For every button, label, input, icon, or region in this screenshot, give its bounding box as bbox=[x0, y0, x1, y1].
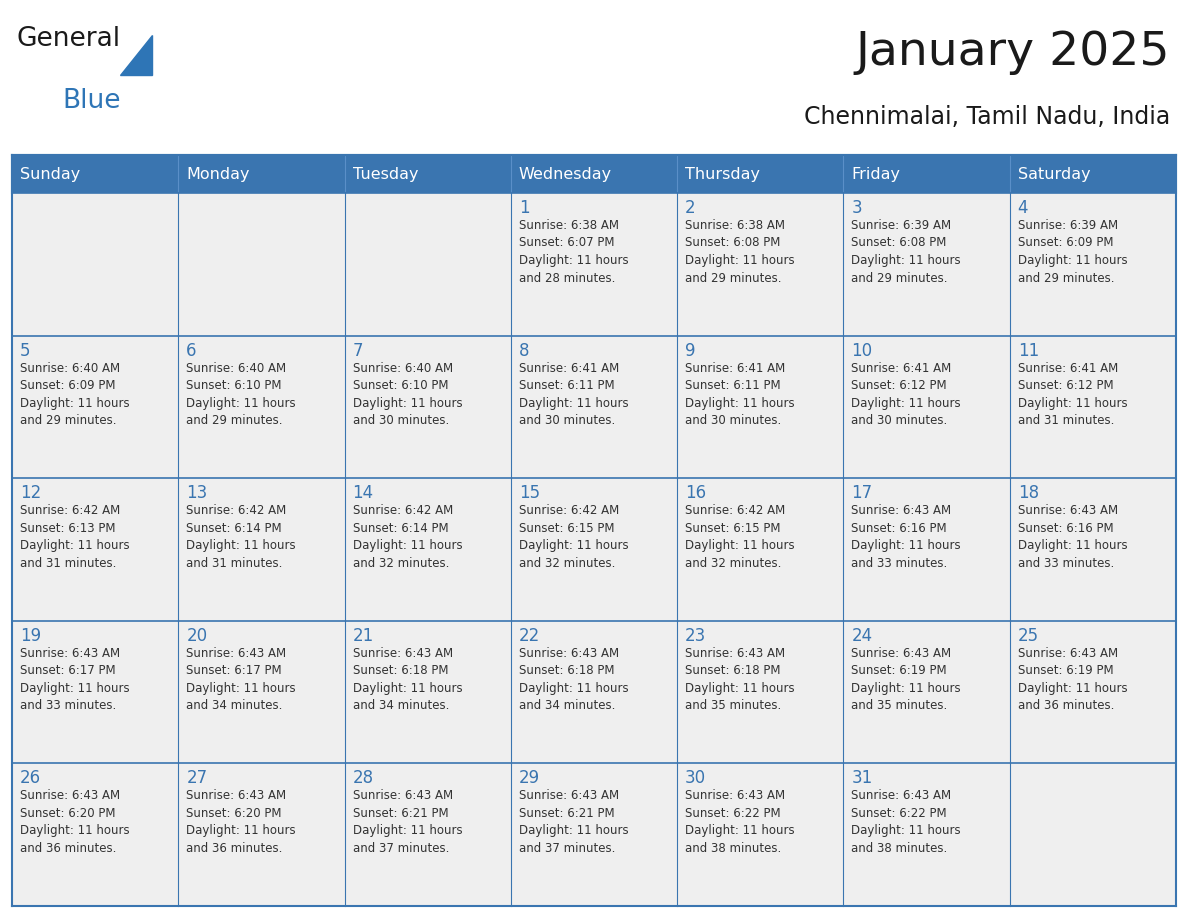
Text: Sunrise: 6:43 AM
Sunset: 6:17 PM
Daylight: 11 hours
and 33 minutes.: Sunrise: 6:43 AM Sunset: 6:17 PM Dayligh… bbox=[20, 647, 129, 712]
Text: General: General bbox=[15, 26, 120, 52]
Text: 21: 21 bbox=[353, 627, 374, 644]
Text: Wednesday: Wednesday bbox=[519, 166, 612, 182]
Text: 11: 11 bbox=[1018, 341, 1040, 360]
Text: Sunrise: 6:41 AM
Sunset: 6:12 PM
Daylight: 11 hours
and 30 minutes.: Sunrise: 6:41 AM Sunset: 6:12 PM Dayligh… bbox=[852, 362, 961, 427]
Text: 9: 9 bbox=[685, 341, 696, 360]
Text: 8: 8 bbox=[519, 341, 530, 360]
Text: 23: 23 bbox=[685, 627, 707, 644]
Text: Sunrise: 6:43 AM
Sunset: 6:18 PM
Daylight: 11 hours
and 34 minutes.: Sunrise: 6:43 AM Sunset: 6:18 PM Dayligh… bbox=[519, 647, 628, 712]
Text: Chennimalai, Tamil Nadu, India: Chennimalai, Tamil Nadu, India bbox=[804, 105, 1170, 129]
Text: Sunrise: 6:41 AM
Sunset: 6:11 PM
Daylight: 11 hours
and 30 minutes.: Sunrise: 6:41 AM Sunset: 6:11 PM Dayligh… bbox=[685, 362, 795, 427]
Text: 16: 16 bbox=[685, 484, 707, 502]
Text: 15: 15 bbox=[519, 484, 541, 502]
Text: Thursday: Thursday bbox=[685, 166, 760, 182]
Text: 25: 25 bbox=[1018, 627, 1038, 644]
Text: Sunrise: 6:43 AM
Sunset: 6:19 PM
Daylight: 11 hours
and 35 minutes.: Sunrise: 6:43 AM Sunset: 6:19 PM Dayligh… bbox=[852, 647, 961, 712]
Text: 19: 19 bbox=[20, 627, 42, 644]
Text: 7: 7 bbox=[353, 341, 364, 360]
Text: Sunrise: 6:43 AM
Sunset: 6:22 PM
Daylight: 11 hours
and 38 minutes.: Sunrise: 6:43 AM Sunset: 6:22 PM Dayligh… bbox=[852, 789, 961, 855]
Text: Blue: Blue bbox=[62, 88, 120, 114]
Text: January 2025: January 2025 bbox=[855, 30, 1170, 75]
Text: 14: 14 bbox=[353, 484, 374, 502]
Text: Saturday: Saturday bbox=[1018, 166, 1091, 182]
Text: Sunrise: 6:39 AM
Sunset: 6:09 PM
Daylight: 11 hours
and 29 minutes.: Sunrise: 6:39 AM Sunset: 6:09 PM Dayligh… bbox=[1018, 219, 1127, 285]
Text: Sunrise: 6:40 AM
Sunset: 6:10 PM
Daylight: 11 hours
and 30 minutes.: Sunrise: 6:40 AM Sunset: 6:10 PM Dayligh… bbox=[353, 362, 462, 427]
Text: Sunrise: 6:43 AM
Sunset: 6:20 PM
Daylight: 11 hours
and 36 minutes.: Sunrise: 6:43 AM Sunset: 6:20 PM Dayligh… bbox=[20, 789, 129, 855]
Text: Sunrise: 6:42 AM
Sunset: 6:13 PM
Daylight: 11 hours
and 31 minutes.: Sunrise: 6:42 AM Sunset: 6:13 PM Dayligh… bbox=[20, 504, 129, 570]
Text: Sunrise: 6:42 AM
Sunset: 6:14 PM
Daylight: 11 hours
and 31 minutes.: Sunrise: 6:42 AM Sunset: 6:14 PM Dayligh… bbox=[187, 504, 296, 570]
Text: Sunrise: 6:43 AM
Sunset: 6:16 PM
Daylight: 11 hours
and 33 minutes.: Sunrise: 6:43 AM Sunset: 6:16 PM Dayligh… bbox=[1018, 504, 1127, 570]
Text: 10: 10 bbox=[852, 341, 872, 360]
Text: Sunrise: 6:43 AM
Sunset: 6:21 PM
Daylight: 11 hours
and 37 minutes.: Sunrise: 6:43 AM Sunset: 6:21 PM Dayligh… bbox=[353, 789, 462, 855]
Text: 17: 17 bbox=[852, 484, 872, 502]
Text: 20: 20 bbox=[187, 627, 208, 644]
Text: Sunrise: 6:43 AM
Sunset: 6:22 PM
Daylight: 11 hours
and 38 minutes.: Sunrise: 6:43 AM Sunset: 6:22 PM Dayligh… bbox=[685, 789, 795, 855]
Text: Sunrise: 6:43 AM
Sunset: 6:16 PM
Daylight: 11 hours
and 33 minutes.: Sunrise: 6:43 AM Sunset: 6:16 PM Dayligh… bbox=[852, 504, 961, 570]
Text: Sunrise: 6:41 AM
Sunset: 6:12 PM
Daylight: 11 hours
and 31 minutes.: Sunrise: 6:41 AM Sunset: 6:12 PM Dayligh… bbox=[1018, 362, 1127, 427]
Text: 4: 4 bbox=[1018, 199, 1029, 217]
Polygon shape bbox=[120, 35, 152, 75]
Text: Sunrise: 6:43 AM
Sunset: 6:18 PM
Daylight: 11 hours
and 34 minutes.: Sunrise: 6:43 AM Sunset: 6:18 PM Dayligh… bbox=[353, 647, 462, 712]
Text: 29: 29 bbox=[519, 769, 541, 788]
Text: 1: 1 bbox=[519, 199, 530, 217]
Text: 30: 30 bbox=[685, 769, 707, 788]
Text: Sunday: Sunday bbox=[20, 166, 81, 182]
Text: 22: 22 bbox=[519, 627, 541, 644]
Text: 5: 5 bbox=[20, 341, 31, 360]
Text: 28: 28 bbox=[353, 769, 374, 788]
Text: Sunrise: 6:40 AM
Sunset: 6:10 PM
Daylight: 11 hours
and 29 minutes.: Sunrise: 6:40 AM Sunset: 6:10 PM Dayligh… bbox=[187, 362, 296, 427]
Text: 6: 6 bbox=[187, 341, 197, 360]
Text: Sunrise: 6:41 AM
Sunset: 6:11 PM
Daylight: 11 hours
and 30 minutes.: Sunrise: 6:41 AM Sunset: 6:11 PM Dayligh… bbox=[519, 362, 628, 427]
Text: Friday: Friday bbox=[852, 166, 901, 182]
Text: Tuesday: Tuesday bbox=[353, 166, 418, 182]
Text: Sunrise: 6:42 AM
Sunset: 6:15 PM
Daylight: 11 hours
and 32 minutes.: Sunrise: 6:42 AM Sunset: 6:15 PM Dayligh… bbox=[685, 504, 795, 570]
Text: 24: 24 bbox=[852, 627, 872, 644]
Text: Sunrise: 6:43 AM
Sunset: 6:21 PM
Daylight: 11 hours
and 37 minutes.: Sunrise: 6:43 AM Sunset: 6:21 PM Dayligh… bbox=[519, 789, 628, 855]
Text: Sunrise: 6:43 AM
Sunset: 6:20 PM
Daylight: 11 hours
and 36 minutes.: Sunrise: 6:43 AM Sunset: 6:20 PM Dayligh… bbox=[187, 789, 296, 855]
Text: Sunrise: 6:43 AM
Sunset: 6:18 PM
Daylight: 11 hours
and 35 minutes.: Sunrise: 6:43 AM Sunset: 6:18 PM Dayligh… bbox=[685, 647, 795, 712]
Text: 3: 3 bbox=[852, 199, 862, 217]
Text: 27: 27 bbox=[187, 769, 208, 788]
Text: 26: 26 bbox=[20, 769, 42, 788]
Text: 12: 12 bbox=[20, 484, 42, 502]
Text: 2: 2 bbox=[685, 199, 696, 217]
Text: 13: 13 bbox=[187, 484, 208, 502]
Text: Sunrise: 6:38 AM
Sunset: 6:07 PM
Daylight: 11 hours
and 28 minutes.: Sunrise: 6:38 AM Sunset: 6:07 PM Dayligh… bbox=[519, 219, 628, 285]
Text: Sunrise: 6:42 AM
Sunset: 6:14 PM
Daylight: 11 hours
and 32 minutes.: Sunrise: 6:42 AM Sunset: 6:14 PM Dayligh… bbox=[353, 504, 462, 570]
Text: Monday: Monday bbox=[187, 166, 249, 182]
Text: Sunrise: 6:38 AM
Sunset: 6:08 PM
Daylight: 11 hours
and 29 minutes.: Sunrise: 6:38 AM Sunset: 6:08 PM Dayligh… bbox=[685, 219, 795, 285]
Text: 31: 31 bbox=[852, 769, 873, 788]
Text: Sunrise: 6:40 AM
Sunset: 6:09 PM
Daylight: 11 hours
and 29 minutes.: Sunrise: 6:40 AM Sunset: 6:09 PM Dayligh… bbox=[20, 362, 129, 427]
Text: Sunrise: 6:43 AM
Sunset: 6:19 PM
Daylight: 11 hours
and 36 minutes.: Sunrise: 6:43 AM Sunset: 6:19 PM Dayligh… bbox=[1018, 647, 1127, 712]
Text: 18: 18 bbox=[1018, 484, 1038, 502]
Text: Sunrise: 6:42 AM
Sunset: 6:15 PM
Daylight: 11 hours
and 32 minutes.: Sunrise: 6:42 AM Sunset: 6:15 PM Dayligh… bbox=[519, 504, 628, 570]
Text: Sunrise: 6:43 AM
Sunset: 6:17 PM
Daylight: 11 hours
and 34 minutes.: Sunrise: 6:43 AM Sunset: 6:17 PM Dayligh… bbox=[187, 647, 296, 712]
Text: Sunrise: 6:39 AM
Sunset: 6:08 PM
Daylight: 11 hours
and 29 minutes.: Sunrise: 6:39 AM Sunset: 6:08 PM Dayligh… bbox=[852, 219, 961, 285]
